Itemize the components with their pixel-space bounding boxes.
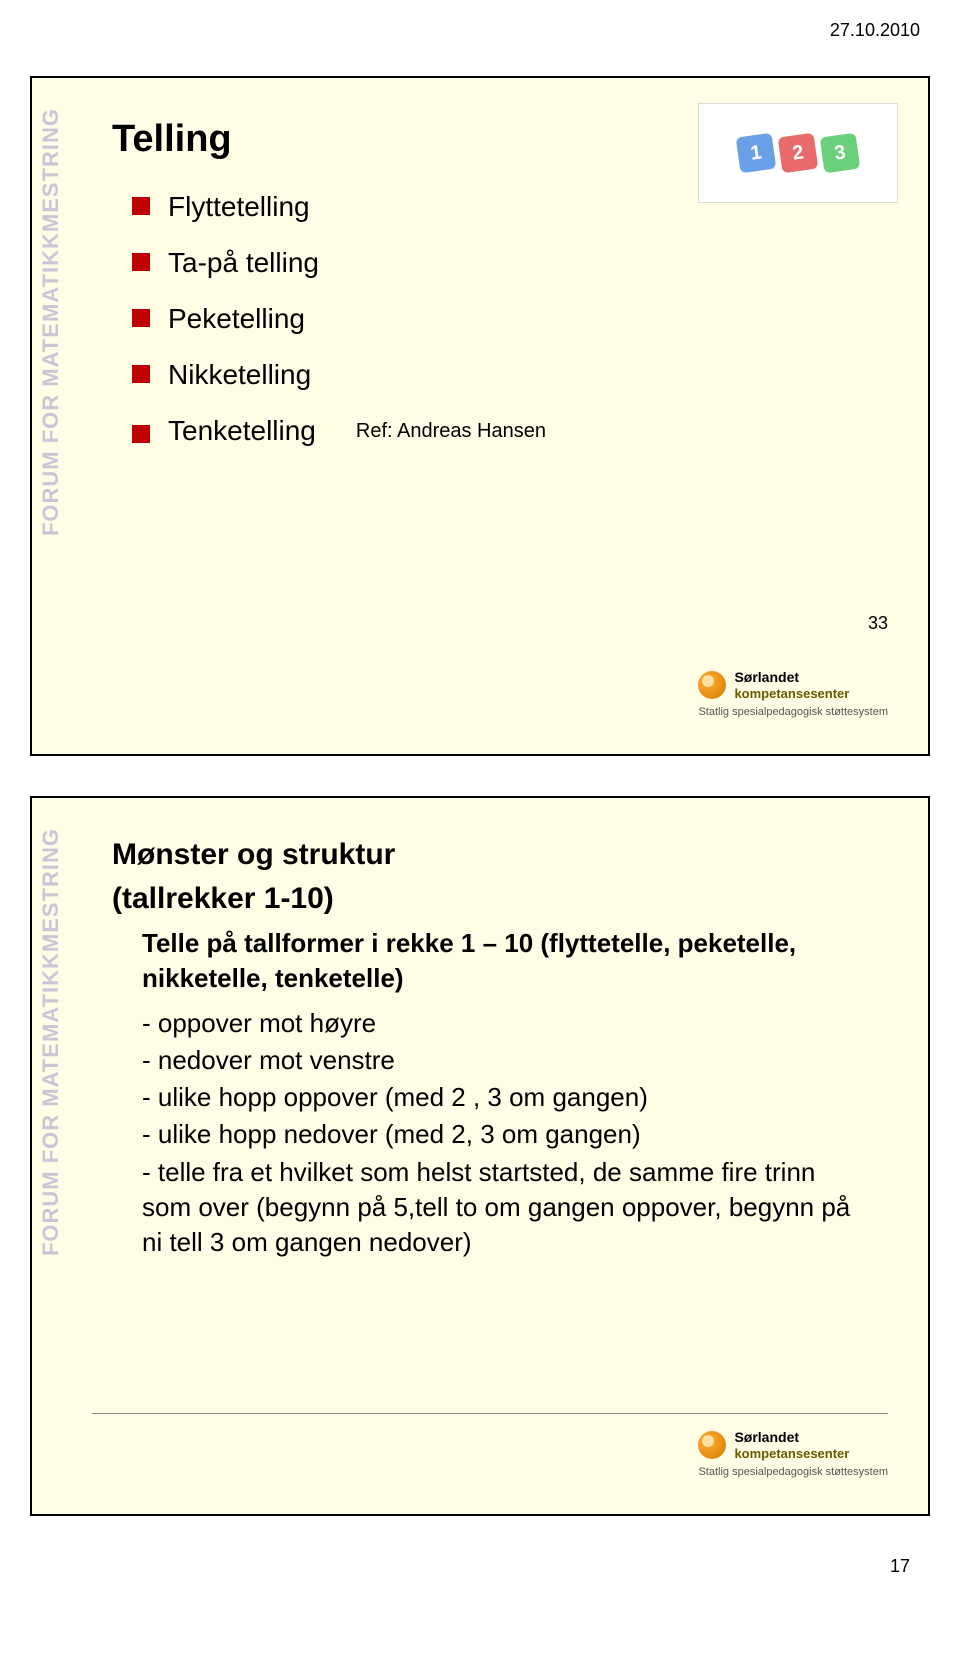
logo-line: Statlig spesialpedagogisk støttesystem [698,705,888,719]
logo-block: Sørlandet kompetansesenter Statlig spesi… [698,668,888,719]
slide-2-title: Mønster og struktur [112,838,878,872]
sidebar-watermark: FORUM FOR MATEMATIKKMESTRING [38,828,64,1256]
tile-2: 2 [778,133,819,174]
decorative-number-tiles: 1 2 3 [698,103,898,203]
body-lead: Telle på tallformer i rekke 1 – 10 (flyt… [142,926,878,996]
slide-2-subtitle: (tallrekker 1-10) [112,882,878,916]
bullet-row: Tenketelling Ref: Andreas Hansen [132,415,878,447]
bullet-row: Nikketelling [132,359,878,391]
body-block: Telle på tallformer i rekke 1 – 10 (flyt… [142,926,878,1260]
bullet-icon [132,425,150,443]
logo-sub: kompetansesenter [734,686,849,703]
bullet-text: Ta-på telling [168,247,319,279]
divider-line [92,1413,888,1414]
page-number: 17 [30,1556,930,1577]
logo-name: Sørlandet [734,1428,849,1446]
body-item: - telle fra et hvilket som helst startst… [142,1155,862,1260]
sidebar-watermark: FORUM FOR MATEMATIKKMESTRING [38,108,64,536]
bullet-text: Nikketelling [168,359,311,391]
body-item: - ulike hopp nedover (med 2, 3 om gangen… [142,1117,878,1152]
slide-2: FORUM FOR MATEMATIKKMESTRING Mønster og … [30,796,930,1516]
tile-1: 1 [736,133,777,174]
bullet-icon [132,309,150,327]
logo-icon [698,671,726,699]
bullet-icon [132,253,150,271]
bullet-icon [132,197,150,215]
bullet-text: Flyttetelling [168,191,310,223]
bullet-row: Ta-på telling [132,247,878,279]
body-item: - ulike hopp oppover (med 2 , 3 om gange… [142,1080,878,1115]
logo-sub: kompetansesenter [734,1446,849,1463]
tile-3: 3 [820,133,861,174]
bullet-text: Tenketelling [168,415,316,447]
bullet-row: Peketelling [132,303,878,335]
logo-name: Sørlandet [734,668,849,686]
logo-icon [698,1431,726,1459]
logo-line: Statlig spesialpedagogisk støttesystem [698,1465,888,1479]
page-date: 27.10.2010 [30,20,930,41]
reference-text: Ref: Andreas Hansen [356,420,546,443]
slide-1-number: 33 [868,613,888,634]
logo-block: Sørlandet kompetansesenter Statlig spesi… [698,1428,888,1479]
body-item: - nedover mot venstre [142,1043,878,1078]
slide-1: FORUM FOR MATEMATIKKMESTRING 1 2 3 Telli… [30,76,930,756]
bullet-icon [132,365,150,383]
body-item: - oppover mot høyre [142,1006,878,1041]
bullet-text: Peketelling [168,303,305,335]
